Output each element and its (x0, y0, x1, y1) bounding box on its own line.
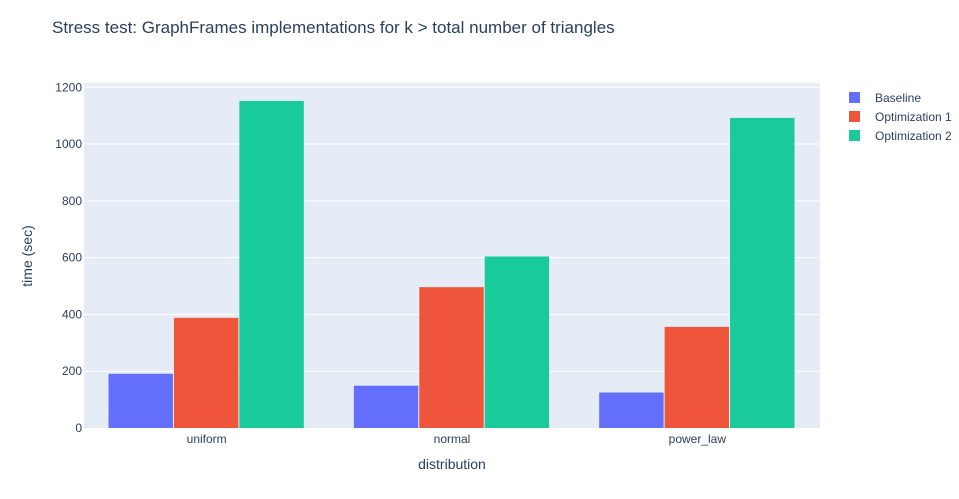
x-tick-label: normal (434, 432, 471, 446)
legend-swatch[interactable] (849, 111, 860, 122)
bar-optimization-1-power_law[interactable] (664, 326, 730, 428)
bar-baseline-uniform[interactable] (108, 373, 173, 428)
y-axis-title: time (sec) (19, 225, 35, 286)
bar-optimization-2-normal[interactable] (484, 256, 550, 428)
y-tick-label: 0 (75, 421, 82, 435)
y-tick-label: 400 (62, 307, 82, 321)
y-tick-label: 800 (62, 194, 82, 208)
legend-label[interactable]: Baseline (875, 91, 921, 105)
y-tick-label: 200 (62, 364, 82, 378)
y-tick-label: 1200 (55, 80, 82, 94)
bar-optimization-1-normal[interactable] (419, 287, 484, 428)
legend-swatch[interactable] (849, 130, 860, 141)
x-tick-label: uniform (187, 432, 227, 446)
x-tick-label: power_law (669, 432, 727, 446)
y-tick-labels: 0 200 400 600 800 1000 1200 (55, 80, 82, 435)
legend-swatch[interactable] (849, 92, 860, 103)
bar-baseline-power_law[interactable] (599, 392, 664, 428)
bar-baseline-normal[interactable] (353, 385, 419, 428)
legend-label[interactable]: Optimization 1 (875, 110, 952, 124)
x-axis-title: distribution (418, 456, 486, 472)
legend-label[interactable]: Optimization 2 (875, 129, 952, 143)
y-tick-label: 1000 (55, 137, 82, 151)
x-tick-labels: uniform normal power_law (187, 432, 727, 446)
bar-optimization-1-uniform[interactable] (173, 317, 239, 428)
bar-optimization-2-uniform[interactable] (239, 100, 304, 428)
legend: Baseline Optimization 1 Optimization 2 (849, 91, 952, 143)
y-tick-label: 600 (62, 251, 82, 265)
chart-title: Stress test: GraphFrames implementations… (52, 18, 615, 37)
bar-optimization-2-power_law[interactable] (730, 117, 795, 428)
bars (108, 100, 795, 428)
